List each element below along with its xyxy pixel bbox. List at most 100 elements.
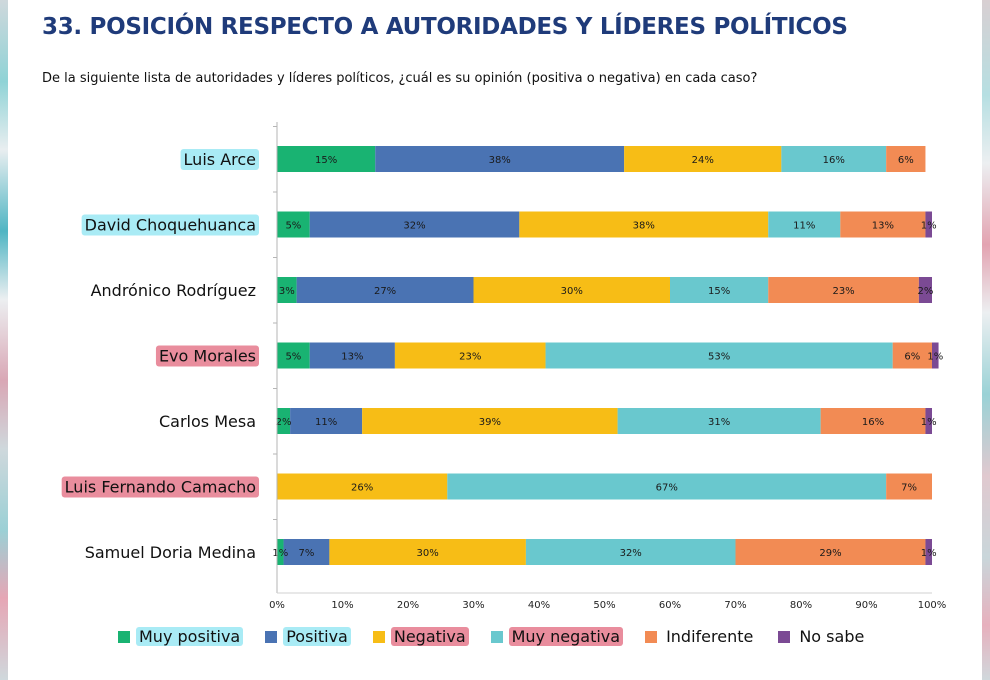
category-label-highlight bbox=[81, 214, 259, 236]
segment-labels: 15% 38% 24% 16% 6% 5% 32% 38% 11% 13% 1% 3% 27% 30% 15… bbox=[272, 155, 943, 559]
legend-swatch bbox=[118, 630, 130, 643]
x-tick-label: 60% bbox=[659, 600, 681, 611]
bar-segment-indiferente bbox=[886, 473, 932, 500]
legend-swatch bbox=[372, 630, 385, 643]
right-edge-decoration bbox=[982, 0, 990, 680]
data-label: 29% bbox=[819, 548, 841, 559]
legend-swatch bbox=[265, 630, 278, 643]
data-label: 13% bbox=[872, 221, 894, 232]
data-label: 7% bbox=[299, 548, 315, 559]
bar-segment-muy-positiva bbox=[277, 146, 376, 172]
data-label: 38% bbox=[633, 221, 655, 232]
x-tick-label: 40% bbox=[528, 600, 550, 611]
data-label: 5% bbox=[285, 352, 301, 363]
bar-segment-muy-negativa bbox=[781, 146, 887, 172]
data-label: 24% bbox=[692, 155, 714, 166]
x-tick-label: 90% bbox=[855, 600, 877, 611]
bar-segment-negativa bbox=[277, 473, 448, 500]
data-label: 30% bbox=[417, 548, 439, 559]
bar-segment-positiva bbox=[290, 408, 363, 434]
bar-segment-indiferente bbox=[892, 342, 932, 369]
legend-item-muy-negativa: Muy negativa bbox=[490, 627, 624, 646]
data-label: 32% bbox=[620, 548, 642, 559]
data-label: 27% bbox=[374, 286, 396, 297]
bar-segment-muy-positiva bbox=[277, 211, 310, 238]
legend-item-negativa: Negativa bbox=[372, 627, 469, 646]
legend-swatch bbox=[490, 630, 503, 643]
data-label: 7% bbox=[901, 483, 917, 494]
legend-item-positiva: Positiva bbox=[265, 627, 351, 646]
bar-segment-indiferente bbox=[735, 539, 926, 565]
data-label: 1% bbox=[921, 548, 937, 559]
bar-segments bbox=[277, 146, 939, 565]
bar-segment-muy-positiva bbox=[277, 408, 291, 434]
bar-segment-no-sabe bbox=[918, 277, 932, 303]
legend-label: Muy negativa bbox=[508, 627, 624, 646]
data-label: 1% bbox=[272, 548, 288, 559]
bar-segment-muy-negativa bbox=[447, 473, 887, 500]
bar-segment-indiferente bbox=[820, 408, 926, 434]
category-label: Evo Morales bbox=[159, 347, 256, 366]
data-label: 6% bbox=[904, 352, 920, 363]
bar-segment-indiferente bbox=[886, 146, 926, 172]
category-label: Samuel Doria Medina bbox=[85, 543, 256, 562]
legend-item-muy-positiva: Muy positiva bbox=[118, 627, 244, 646]
x-tick-label: 100% bbox=[918, 600, 947, 611]
x-tick-label: 70% bbox=[724, 600, 746, 611]
bar-segment-indiferente bbox=[768, 277, 919, 303]
bar-segment-negativa bbox=[624, 146, 782, 172]
category-label-highlight bbox=[180, 149, 259, 170]
data-label: 5% bbox=[285, 221, 301, 232]
data-label: 1% bbox=[921, 417, 937, 428]
bar-segment-negativa bbox=[329, 539, 526, 565]
bar-segment-no-sabe bbox=[925, 408, 932, 434]
data-label: 6% bbox=[898, 155, 914, 166]
data-label: 67% bbox=[656, 483, 678, 494]
bar-segment-muy-positiva bbox=[277, 539, 284, 565]
legend-label: Negativa bbox=[390, 627, 469, 646]
chart-title: 33. POSICIÓN RESPECTO A AUTORIDADES Y LÍ… bbox=[42, 14, 848, 40]
legend-label: Indiferente bbox=[666, 627, 754, 646]
bar-segment-positiva bbox=[283, 539, 330, 565]
bar-segment-positiva bbox=[296, 277, 474, 303]
bar-segment-muy-negativa bbox=[768, 211, 841, 238]
data-label: 23% bbox=[459, 352, 481, 363]
category-label: David Choquehuanca bbox=[85, 216, 256, 235]
data-label: 11% bbox=[315, 417, 337, 428]
legend-label: Muy positiva bbox=[136, 627, 244, 646]
bar-segment-muy-negativa bbox=[545, 342, 893, 369]
left-edge-decoration bbox=[0, 0, 8, 680]
bar-segment-muy-negativa bbox=[670, 277, 769, 303]
data-label: 1% bbox=[921, 221, 937, 232]
category-label-highlight bbox=[155, 345, 259, 367]
data-label: 38% bbox=[489, 155, 511, 166]
x-tick-label: 30% bbox=[462, 600, 484, 611]
data-label: 11% bbox=[793, 221, 815, 232]
bar-segment-positiva bbox=[375, 146, 625, 172]
bar-segment-muy-positiva bbox=[277, 342, 310, 369]
category-label: Andrónico Rodríguez bbox=[91, 281, 256, 300]
bar-segment-negativa bbox=[362, 408, 618, 434]
x-axis: 0% 10% 20% 30% 40% 50% 60% 70% 80% 90% 100% bbox=[269, 122, 946, 611]
bar-segment-no-sabe bbox=[925, 539, 932, 565]
data-label: 16% bbox=[862, 417, 884, 428]
data-label: 1% bbox=[927, 352, 943, 363]
bar-segment-positiva bbox=[309, 211, 520, 238]
x-tick-label: 0% bbox=[269, 600, 285, 611]
legend-label: Positiva bbox=[283, 627, 351, 646]
category-label: Luis Fernando Camacho bbox=[65, 478, 256, 497]
bar-segment-muy-negativa bbox=[617, 408, 821, 434]
legend-label: No sabe bbox=[799, 627, 865, 646]
data-label: 39% bbox=[479, 417, 501, 428]
data-label: 2% bbox=[918, 286, 934, 297]
x-tick-label: 80% bbox=[790, 600, 812, 611]
data-label: 31% bbox=[708, 417, 730, 428]
x-tick-label: 10% bbox=[331, 600, 353, 611]
x-tick-label: 20% bbox=[397, 600, 419, 611]
data-label: 30% bbox=[561, 286, 583, 297]
data-label: 15% bbox=[315, 155, 337, 166]
category-highlights bbox=[61, 149, 259, 498]
legend-swatch bbox=[645, 630, 658, 643]
legend-item-no-sabe: No sabe bbox=[778, 627, 867, 646]
